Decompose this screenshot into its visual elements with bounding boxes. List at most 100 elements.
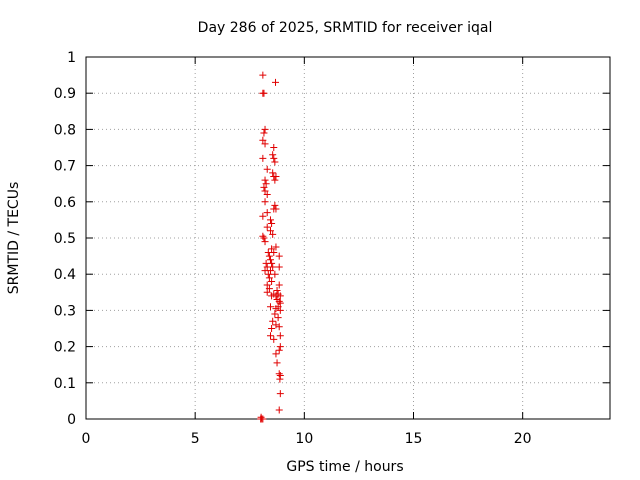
y-tick-label: 0.8	[54, 122, 76, 138]
data-point	[268, 220, 276, 228]
data-point	[271, 201, 279, 209]
data-point	[262, 180, 270, 188]
data-point	[276, 390, 284, 398]
plot-frame	[85, 56, 611, 420]
data-point	[260, 234, 268, 242]
data-point	[275, 252, 283, 260]
data-point	[259, 232, 267, 240]
data-point	[275, 370, 283, 378]
y-tick-label: 0.3	[54, 303, 76, 319]
data-point	[268, 277, 276, 285]
y-tick-label: 0.2	[54, 340, 76, 356]
data-point	[272, 243, 280, 251]
data-point	[274, 314, 282, 322]
y-tick-label: 0.1	[54, 376, 76, 392]
data-point	[259, 212, 267, 220]
data-point	[260, 129, 268, 137]
data-point	[261, 140, 269, 148]
data-point	[270, 154, 278, 162]
data-point	[272, 305, 280, 313]
data-point	[259, 415, 267, 423]
data-point	[263, 223, 271, 231]
data-point	[260, 183, 268, 191]
data-point	[266, 303, 274, 311]
data-point	[259, 154, 267, 162]
data-point	[276, 343, 284, 351]
data-point	[270, 144, 278, 151]
data-point	[263, 281, 271, 289]
y-tick-label: 0.9	[54, 86, 76, 102]
data-point	[264, 248, 272, 256]
data-point	[275, 323, 283, 331]
axis-ticks	[85, 56, 610, 420]
y-tick-label: 0.6	[54, 195, 76, 211]
x-tick-label: 15	[405, 431, 423, 447]
data-point	[272, 321, 280, 329]
data-point	[269, 230, 277, 238]
data-point	[270, 335, 278, 343]
data-point	[275, 297, 283, 305]
data-point	[257, 413, 265, 421]
data-points	[257, 71, 284, 423]
y-tick-label: 0	[67, 412, 76, 428]
data-point	[275, 346, 283, 354]
y-tick-label: 0.4	[54, 267, 76, 283]
data-point	[272, 172, 280, 180]
grid-lines	[86, 57, 610, 419]
data-point	[275, 263, 283, 271]
data-point	[276, 292, 284, 300]
data-point	[259, 71, 267, 79]
data-point	[268, 245, 276, 253]
data-point	[266, 256, 274, 264]
data-point	[261, 125, 269, 133]
data-point	[268, 325, 276, 332]
data-point	[261, 187, 269, 195]
data-point	[270, 205, 278, 213]
data-point	[273, 359, 281, 367]
data-point	[266, 216, 274, 224]
data-point	[263, 165, 271, 173]
data-point	[263, 209, 271, 217]
data-point	[266, 267, 274, 275]
data-point	[276, 332, 284, 340]
data-point	[261, 198, 269, 206]
data-point	[269, 263, 277, 271]
data-point	[276, 299, 284, 307]
x-tick-label: 5	[191, 431, 200, 447]
x-tick-label: 10	[295, 431, 313, 447]
data-point	[259, 136, 267, 144]
data-point	[276, 375, 284, 383]
data-point	[266, 332, 274, 340]
data-point	[261, 176, 269, 184]
data-point	[265, 252, 273, 260]
x-axis-label: GPS time / hours	[286, 459, 403, 475]
data-point	[265, 285, 273, 293]
data-point	[269, 169, 277, 177]
data-point	[273, 286, 281, 294]
data-point	[275, 281, 283, 289]
x-tick-label: 20	[514, 431, 532, 447]
x-tick-label: 0	[82, 431, 91, 447]
data-point	[260, 89, 268, 97]
data-point	[269, 151, 277, 159]
data-point	[271, 270, 279, 278]
y-tick-label: 1	[67, 50, 76, 66]
data-point	[269, 317, 277, 325]
data-point	[263, 191, 271, 199]
data-point	[276, 306, 284, 314]
y-tick-label: 0.5	[54, 231, 76, 247]
chart-title: Day 286 of 2025, SRMTID for receiver iqa…	[198, 20, 493, 36]
data-point	[264, 270, 272, 278]
data-point	[265, 274, 273, 282]
data-point	[271, 176, 279, 184]
data-point	[271, 158, 279, 166]
y-axis-label: SRMTID / TECUs	[6, 182, 22, 295]
y-tick-label: 0.7	[54, 159, 76, 175]
tick-labels: 00.10.20.30.40.50.60.70.80.910 5 10 15 20	[54, 50, 532, 447]
data-point	[268, 259, 276, 267]
data-point	[271, 310, 279, 318]
data-point	[272, 350, 280, 358]
data-point	[272, 78, 280, 86]
data-point	[263, 288, 271, 296]
